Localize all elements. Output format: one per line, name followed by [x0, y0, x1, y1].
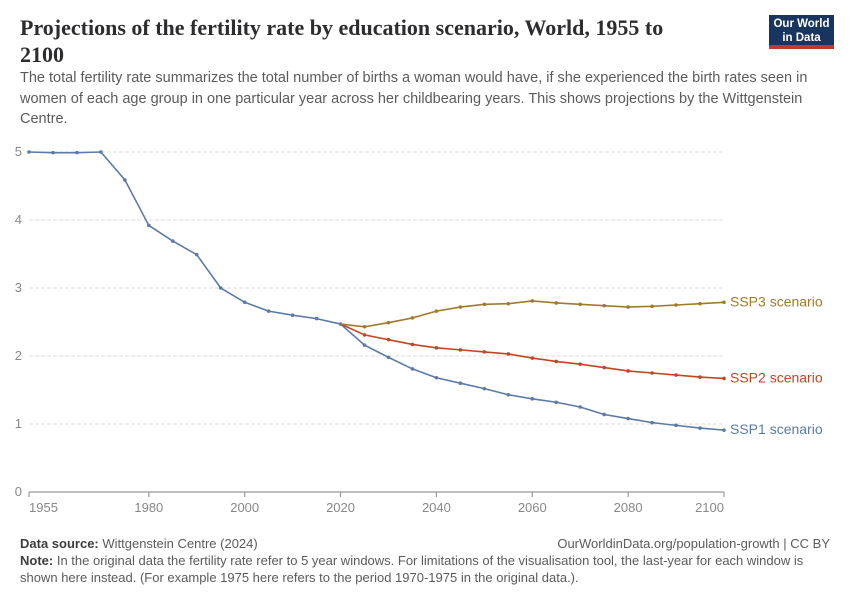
svg-text:2080: 2080 [614, 500, 643, 515]
svg-text:2000: 2000 [230, 500, 259, 515]
svg-text:1980: 1980 [134, 500, 163, 515]
svg-text:2040: 2040 [422, 500, 451, 515]
svg-text:1: 1 [15, 416, 22, 431]
svg-text:3: 3 [15, 280, 22, 295]
svg-text:2020: 2020 [326, 500, 355, 515]
svg-text:2060: 2060 [518, 500, 547, 515]
svg-text:0: 0 [15, 484, 22, 499]
svg-text:2: 2 [15, 348, 22, 363]
svg-text:2100: 2100 [695, 500, 724, 515]
svg-text:SSP2 scenario: SSP2 scenario [730, 369, 823, 385]
svg-text:1955: 1955 [29, 500, 58, 515]
svg-text:4: 4 [15, 212, 22, 227]
svg-text:SSP3 scenario: SSP3 scenario [730, 293, 823, 309]
svg-text:SSP1 scenario: SSP1 scenario [730, 421, 823, 437]
svg-text:5: 5 [15, 144, 22, 159]
